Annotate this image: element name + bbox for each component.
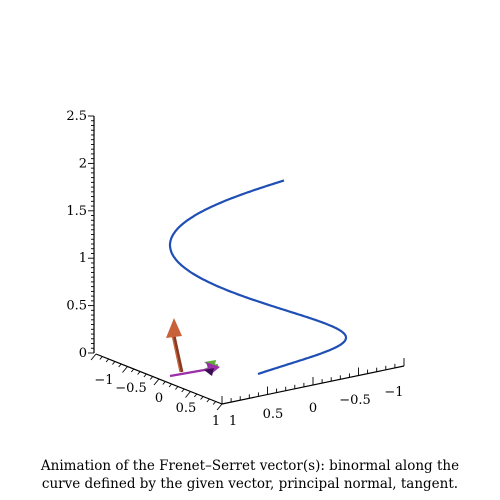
- x-axis-tick: [130, 368, 135, 373]
- normal-vector-head-shadow: [204, 368, 214, 376]
- tick-labels: 00.511.522.5−1−0.500.51 1 0.5 0−0.5−1: [66, 109, 403, 429]
- x-tick-label: −0.5: [115, 381, 147, 396]
- axes: [88, 115, 405, 411]
- z-tick-label: 1.5: [66, 204, 87, 219]
- binormal-vector-shaft-highlight: [171, 334, 181, 373]
- y-tick-label: −0.5: [339, 393, 371, 408]
- x-axis-tick: [181, 388, 185, 393]
- y-tick-label: 0.5: [263, 407, 284, 422]
- y-tick-label: −1: [384, 385, 403, 400]
- z-tick-label: 2: [79, 156, 87, 171]
- x-axis-tick: [118, 363, 122, 368]
- x-axis-tick: [99, 356, 103, 360]
- x-axis-tick: [105, 358, 109, 363]
- helix-curve: [168, 179, 348, 376]
- z-tick-label: 0.5: [66, 299, 87, 314]
- x-axis-tick: [137, 371, 141, 375]
- x-axis-tick: [175, 386, 179, 390]
- x-tick-label: 0.5: [176, 401, 197, 416]
- x-axis-tick: [212, 401, 217, 405]
- figure-caption: Animation of the Frenet–Serret vector(s)…: [0, 457, 500, 493]
- y-tick-label: 0: [309, 401, 317, 416]
- x-tick-label: 0: [155, 391, 163, 406]
- x-axis-tick: [153, 378, 160, 386]
- z-tick-label: 1: [79, 251, 87, 266]
- x-axis-tick: [90, 353, 97, 361]
- x-tick-label: −1: [94, 373, 113, 388]
- x-axis-tick: [112, 361, 116, 365]
- x-axis-tick: [206, 398, 210, 403]
- x-axis-tick: [216, 403, 223, 411]
- x-axis-tick: [185, 391, 191, 398]
- normal-vector-shaft: [169, 367, 211, 378]
- z-tick-label: 0: [79, 346, 87, 361]
- caption-line-2: curve defined by the given vector, princ…: [41, 476, 459, 492]
- x-tick-label: 1: [212, 414, 220, 429]
- z-tick-label: 2.5: [66, 109, 87, 124]
- x-axis-tick: [162, 381, 166, 385]
- caption-line-1: Animation of the Frenet–Serret vector(s)…: [40, 458, 460, 474]
- x-axis-tick: [149, 376, 154, 380]
- y-tick-label: 1: [229, 414, 237, 429]
- x-axis-tick: [193, 393, 198, 398]
- vector-layer: [166, 318, 220, 378]
- x-axis-tick: [168, 383, 172, 388]
- curve-layer: [168, 179, 348, 376]
- x-axis-tick: [143, 373, 147, 378]
- binormal-vector-head: [166, 318, 182, 338]
- x-axis-tick: [122, 366, 128, 373]
- binormal-vector-shaft: [172, 334, 184, 373]
- x-axis-tick: [200, 396, 204, 400]
